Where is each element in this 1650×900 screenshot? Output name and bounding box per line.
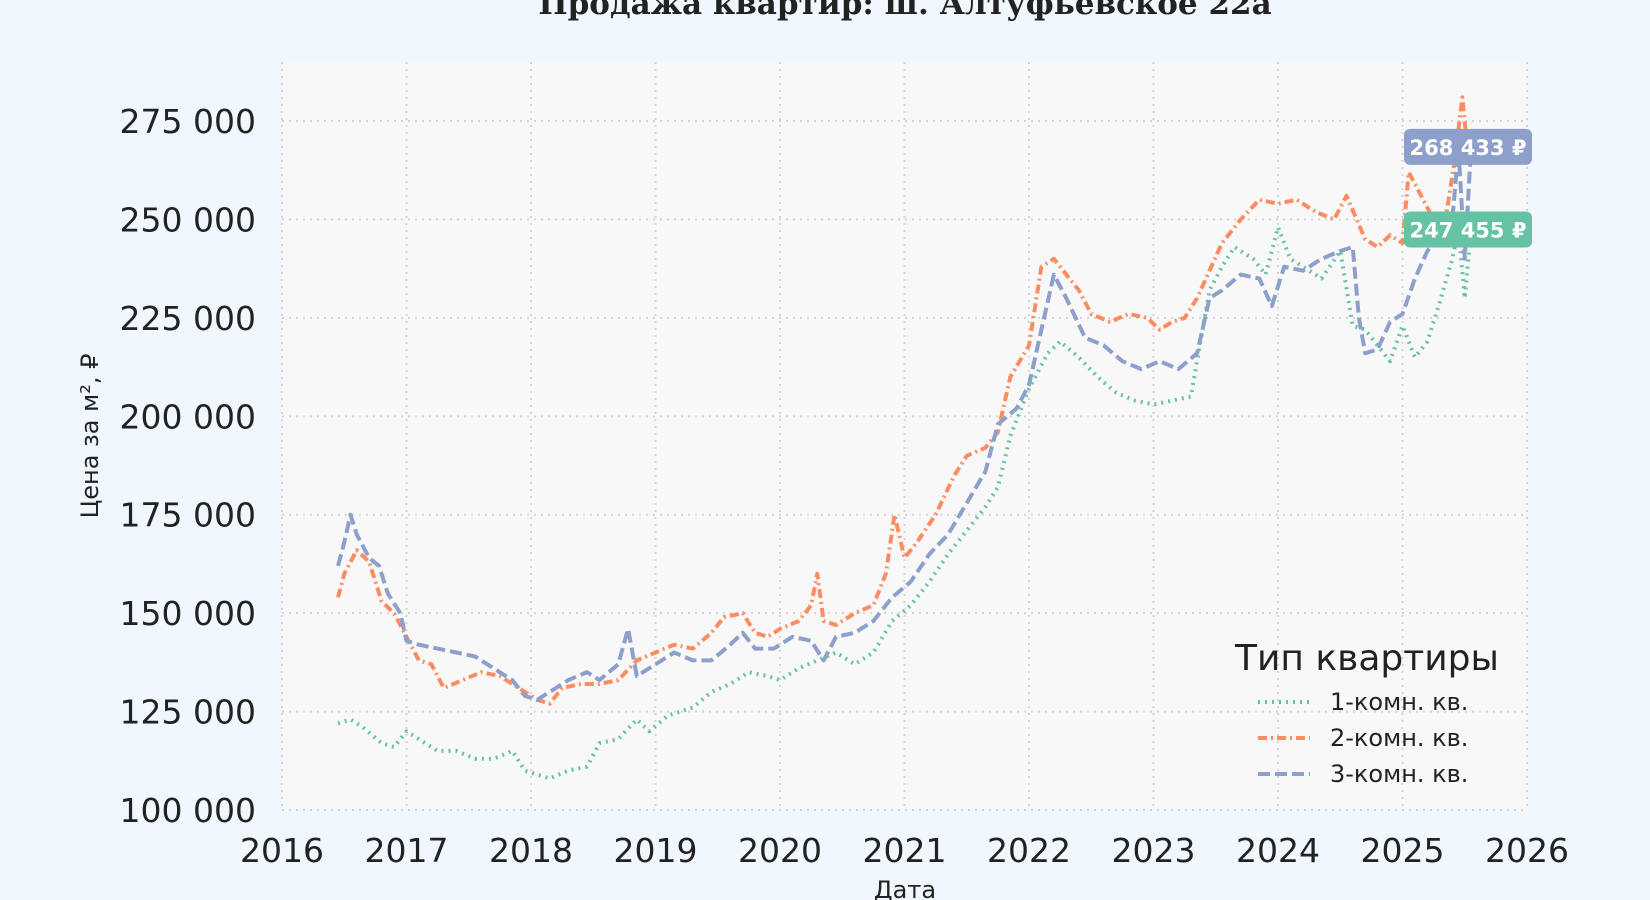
end-value-label: 268 433 ₽ <box>1410 136 1527 160</box>
y-tick-label: 225 000 <box>120 299 256 338</box>
x-tick-label: 2025 <box>1361 831 1445 870</box>
x-tick-label: 2017 <box>365 831 449 870</box>
x-tick-label: 2024 <box>1236 831 1320 870</box>
legend-item-label: 2-комн. кв. <box>1330 724 1468 752</box>
y-tick-label: 250 000 <box>120 200 256 239</box>
chart-title: Продажа квартир: ш. Алтуфьевское 22а <box>538 0 1271 22</box>
legend-item-label: 1-комн. кв. <box>1330 688 1468 716</box>
end-value-label: 247 455 ₽ <box>1410 218 1527 242</box>
y-axis-label: Цена за м², ₽ <box>76 354 104 519</box>
y-tick-label: 275 000 <box>120 102 256 141</box>
end-value-badge <box>1404 128 1532 165</box>
x-tick-label: 2018 <box>489 831 573 870</box>
legend-title: Тип квартиры <box>1234 638 1499 679</box>
x-tick-label: 2022 <box>987 831 1071 870</box>
y-tick-label: 150 000 <box>120 594 256 633</box>
x-tick-label: 2026 <box>1485 831 1569 870</box>
series-line-3 <box>336 146 1473 702</box>
legend: Тип квартиры 1-комн. кв. 2-комн. кв. 3-ком… <box>1234 638 1499 788</box>
series-line-2 <box>336 95 1471 706</box>
end-value-badge <box>1404 211 1532 248</box>
x-tick-label: 2019 <box>614 831 698 870</box>
y-tick-label: 200 000 <box>120 397 256 436</box>
legend-item-label: 3-комн. кв. <box>1330 760 1468 788</box>
y-tick-label: 175 000 <box>120 496 256 535</box>
y-tick-label: 125 000 <box>120 693 256 732</box>
x-tick-label: 2020 <box>738 831 822 870</box>
x-tick-label: 2016 <box>240 831 324 870</box>
x-tick-label: 2023 <box>1112 831 1196 870</box>
y-tick-label: 100 000 <box>120 791 256 830</box>
x-tick-label: 2021 <box>863 831 947 870</box>
x-axis-label: Дата <box>874 876 936 900</box>
